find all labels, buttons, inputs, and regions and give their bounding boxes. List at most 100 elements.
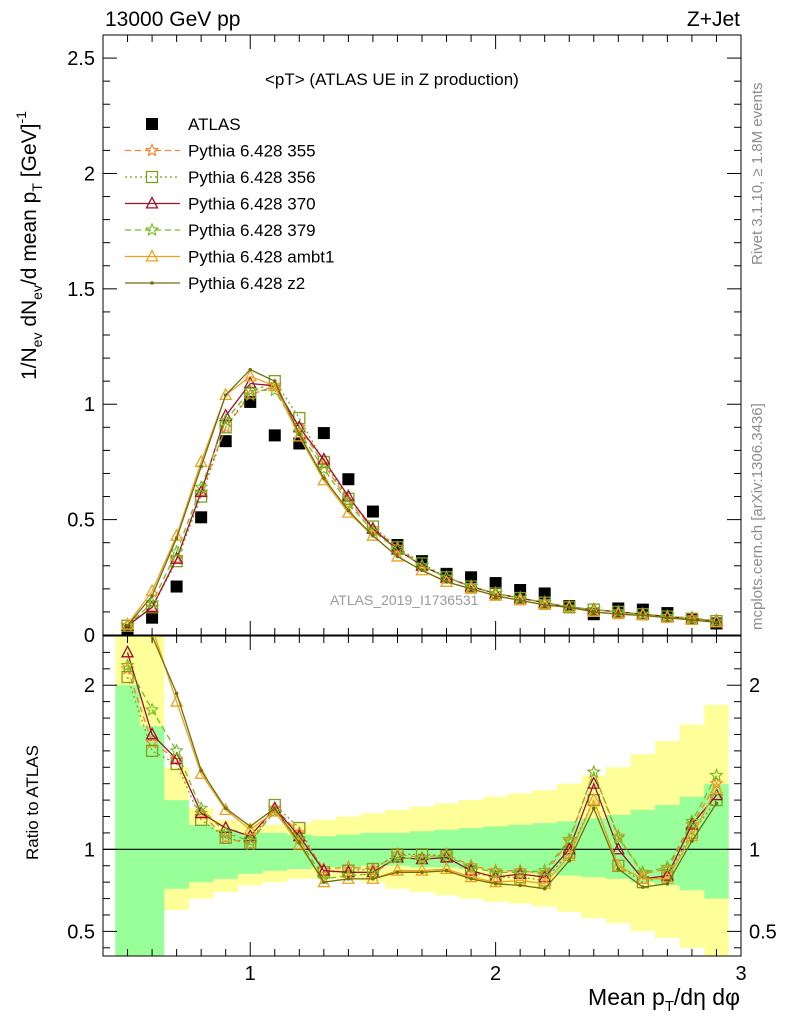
svg-text:1/Nev dNev/d mean pT [GeV]-1: 1/Nev dNev/d mean pT [GeV]-1 <box>13 111 45 380</box>
ratio-point-z2 <box>714 801 719 806</box>
main-line-p370 <box>127 382 717 627</box>
legend-entry-z2: Pythia 6.428 z2 <box>125 274 305 293</box>
ratio-y-tick-label: 1 <box>84 839 95 861</box>
main-point-p355 <box>144 599 160 614</box>
header-left: 13000 GeV pp <box>105 8 240 31</box>
main-series <box>120 367 724 635</box>
main-point-ambt1 <box>170 528 184 541</box>
ratio-point-ambt1 <box>709 781 724 794</box>
main-series-z2 <box>125 367 719 628</box>
main-point-z2 <box>542 603 547 607</box>
main-point-z2 <box>322 476 326 480</box>
main-point-z2 <box>665 615 670 620</box>
main-point-ambt1 <box>636 607 650 621</box>
main-point-p379 <box>365 523 381 538</box>
main-y-tick-label: 1.5 <box>67 279 95 301</box>
ratio-point-p379 <box>120 658 135 672</box>
main-point-ATLAS <box>195 511 208 524</box>
main-line-z2 <box>126 368 717 627</box>
ratio-point-z2 <box>469 877 473 881</box>
ratio-point-p355 <box>243 836 258 851</box>
main-point-ATLAS <box>342 473 355 486</box>
main-point-ambt1 <box>219 387 233 401</box>
main-point-z2 <box>469 587 473 591</box>
ratio-point-ambt1 <box>439 861 454 875</box>
main-point-p379 <box>194 479 209 494</box>
main-point-ATLAS <box>538 587 551 600</box>
ratio-point-z2 <box>395 870 400 875</box>
ratio-point-p379 <box>709 767 724 782</box>
ratio-point-z2 <box>665 881 670 886</box>
main-point-z2 <box>223 393 228 397</box>
ratio-point-ambt1 <box>194 766 208 779</box>
main-point-ATLAS <box>268 429 281 442</box>
ratio-y-tick-label: 0.5 <box>67 921 95 943</box>
legend-marker-ambt1 <box>145 249 159 262</box>
legend-marker-ATLAS <box>146 118 158 130</box>
ratio-point-p370 <box>120 644 135 658</box>
x-tick-label: 2 <box>490 963 501 985</box>
svg-text:Mean pT/dη dφ: Mean pT/dη dφ <box>588 984 740 1015</box>
main-point-z2 <box>125 623 130 628</box>
legend-marker-p379 <box>144 222 160 237</box>
x-axis-label: Mean pT/dη dφ <box>588 984 740 1015</box>
legend-entry-p356: Pythia 6.428 356 <box>125 168 316 187</box>
main-point-z2 <box>272 379 277 383</box>
main-line-p356 <box>127 380 717 627</box>
ratio-point-p355 <box>218 830 233 844</box>
main-point-p355 <box>218 419 233 434</box>
legend-entry-ATLAS: ATLAS <box>146 115 241 134</box>
main-point-p356 <box>342 492 355 505</box>
band-outer <box>115 636 729 956</box>
ratio-point-z2 <box>518 883 522 888</box>
main-point-z2 <box>297 432 302 437</box>
main-point-p379 <box>390 542 405 556</box>
ratio-point-z2 <box>567 859 572 863</box>
ratio-point-z2 <box>248 824 253 829</box>
main-point-p370 <box>611 604 625 617</box>
main-point-p356 <box>317 455 330 469</box>
legend-marker-p370 <box>145 196 159 209</box>
ratio-y-tick-label-right: 2 <box>749 675 760 697</box>
watermark: ATLAS_2019_I1736531 <box>330 592 479 608</box>
main-point-p370 <box>390 542 405 555</box>
main-point-p356 <box>170 555 183 568</box>
main-y-axis-label: 1/Nev dNev/d mean pT [GeV]-1 <box>13 111 45 380</box>
main-point-ambt1 <box>268 378 282 391</box>
ratio-point-p370 <box>145 727 159 740</box>
ratio-point-z2 <box>272 806 277 811</box>
ratio-point-p379 <box>218 825 233 839</box>
main-point-p370 <box>464 579 478 592</box>
ratio-point-p379 <box>635 864 650 879</box>
main-point-z2 <box>616 612 621 617</box>
main-point-z2 <box>174 536 179 540</box>
ratio-point-z2 <box>297 840 302 845</box>
ratio-point-z2 <box>346 877 351 881</box>
main-point-p379 <box>243 382 258 397</box>
legend-entry-p379: Pythia 6.428 379 <box>125 221 316 240</box>
legend-entry-ambt1: Pythia 6.428 ambt1 <box>125 248 334 267</box>
ratio-point-p370 <box>268 800 282 814</box>
ratio-point-p379 <box>243 833 258 848</box>
ratio-point-z2 <box>174 691 179 696</box>
mcplots-label: mcplots.cern.ch [arXiv:1306.3436] <box>749 403 766 630</box>
ratio-point-p379 <box>611 830 626 844</box>
x-tick-label: 1 <box>245 963 256 985</box>
ratio-point-z2 <box>542 886 547 891</box>
main-point-z2 <box>199 464 203 469</box>
main-y-tick-label: 2 <box>84 163 95 185</box>
main-point-ambt1 <box>341 505 355 518</box>
ratio-point-p356 <box>145 744 159 758</box>
main-point-p355 <box>194 484 209 498</box>
ratio-point-p379 <box>537 863 552 877</box>
ratio-point-z2 <box>150 636 154 638</box>
ratio-line-p379 <box>126 665 718 880</box>
main-point-ambt1 <box>366 528 380 541</box>
ratio-point-p355 <box>488 863 503 877</box>
main-y-tick-label: 2.5 <box>67 48 95 70</box>
ratio-y-tick-label-right: 1 <box>749 839 760 861</box>
main-point-p356 <box>219 421 232 434</box>
ratio-axes: 1 2 30.5 0.51 12 2 <box>67 635 777 985</box>
ratio-point-z2 <box>420 870 424 875</box>
